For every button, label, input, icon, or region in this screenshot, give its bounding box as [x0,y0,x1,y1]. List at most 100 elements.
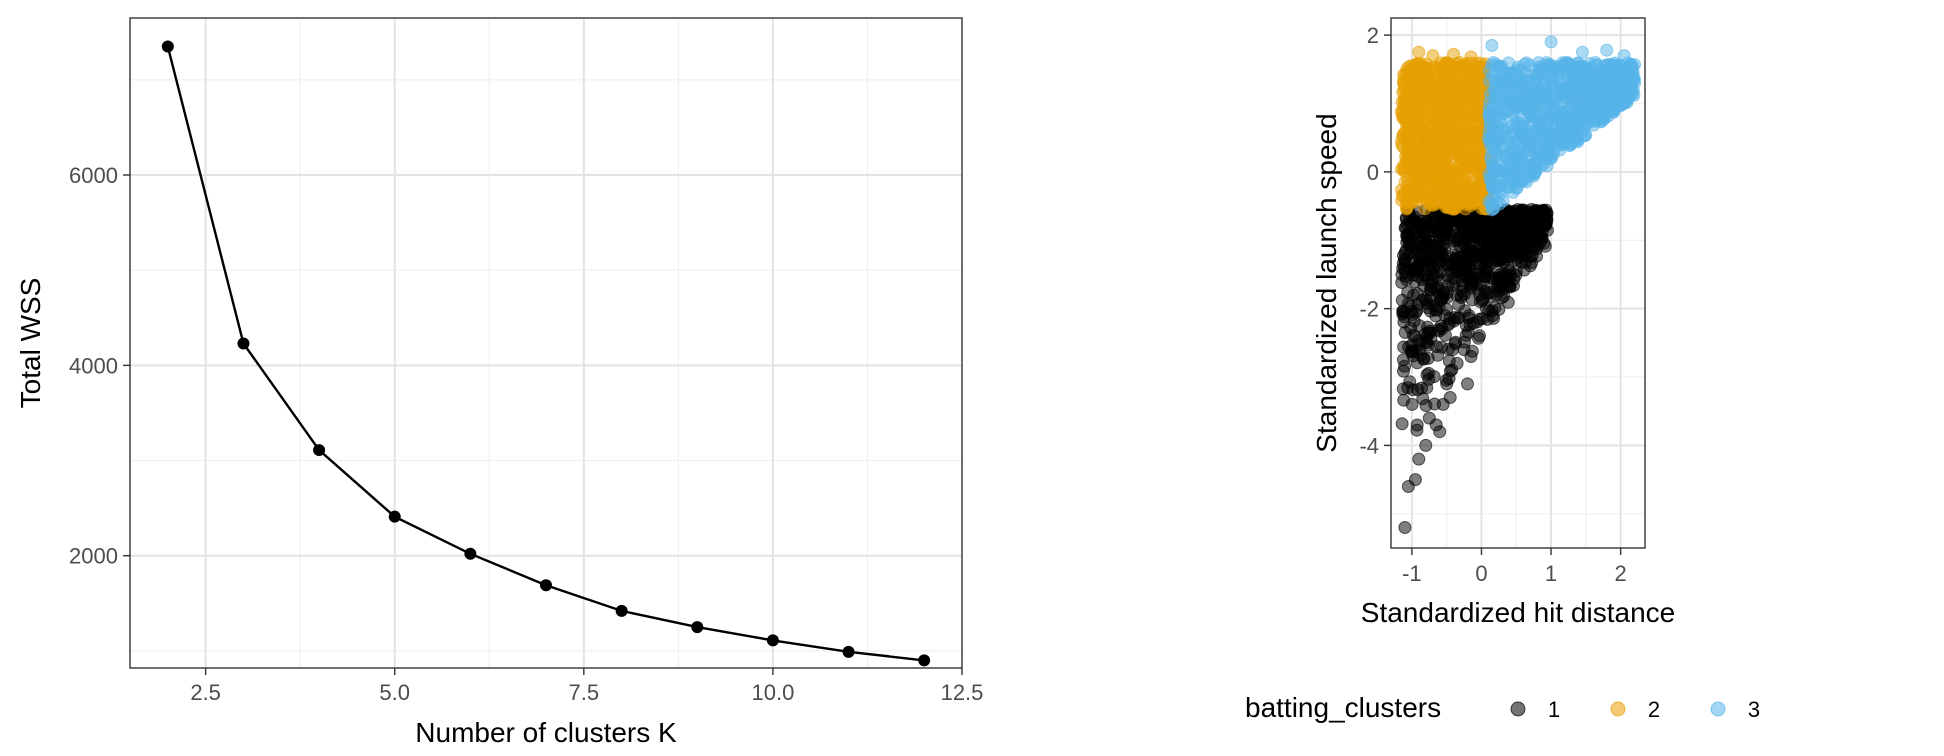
cluster-scatter-plot: -1 0 1 2 -4 -2 0 2 Standardized hit distance S… [1311,17,1675,628]
cluster-1-point [1517,224,1531,238]
cluster-1-point [1509,268,1523,282]
cluster-3-point [1539,144,1553,158]
elbow-panel-background [130,18,962,668]
elbow-x-tick-label: 7.5 [569,680,600,705]
cluster-2-point [1429,173,1443,187]
cluster-2-point [1440,62,1454,76]
cluster-3-point [1617,49,1631,63]
cluster-1-point [1465,293,1479,307]
elbow-x-tick-label: 2.5 [190,680,221,705]
cluster-1-point [1535,232,1549,246]
cluster-2-point [1412,45,1426,59]
legend-label-1: 1 [1548,697,1560,722]
cluster-1-point [1503,250,1517,264]
cluster-3-point [1583,57,1596,70]
cluster-3-point [1607,98,1621,111]
cluster-3-point [1579,80,1593,94]
cluster-3-point [1494,95,1508,109]
cluster-3-point [1575,45,1589,59]
cluster-3-point [1624,59,1638,73]
cluster-1-point [1461,377,1474,391]
cluster-3-point [1627,89,1641,102]
cluster-1-point [1419,438,1433,452]
cluster-1-point [1412,319,1426,333]
elbow-x-tick-label: 10.0 [751,680,794,705]
cluster-1-point [1401,381,1415,395]
cluster-1-point [1464,267,1478,281]
cluster-3-point [1520,75,1534,88]
cluster-3-point [1570,132,1584,146]
scatter-points [1395,35,1642,534]
scatter-x-tick-label: 2 [1615,561,1627,586]
cluster-1-point [1458,304,1472,318]
cluster-1-point [1450,264,1464,277]
elbow-point [766,634,779,647]
cluster-1-point [1493,213,1507,227]
cluster-2-point [1461,177,1475,191]
cluster-1-point [1481,220,1495,234]
cluster-3-point [1561,69,1575,83]
cluster-1-point [1450,356,1464,370]
legend-label-3: 3 [1748,697,1760,722]
cluster-1-point [1443,391,1457,404]
scatter-y-tick-label: 2 [1367,23,1379,48]
cluster-1-point [1422,372,1436,386]
cluster-2-point [1457,59,1471,73]
cluster-1-point [1472,256,1486,270]
elbow-panel-border [129,17,963,669]
cluster-1-point [1464,350,1478,363]
cluster-3-point [1548,127,1562,141]
cluster-1-point [1415,381,1428,395]
elbow-x-tick-label: 12.5 [941,680,984,705]
cluster-3-point [1566,84,1580,98]
cluster-1-point [1502,280,1516,294]
legend: batting_clusters 1 2 3 [1245,692,1760,723]
cluster-2-point [1416,64,1430,78]
cluster-1-point [1501,225,1515,239]
cluster-3-point [1497,149,1511,163]
elbow-x-axis-title: Number of clusters K [415,717,677,748]
cluster-3-point [1556,135,1570,149]
cluster-1-point [1480,244,1494,258]
cluster-1-point [1431,348,1445,362]
elbow-point [918,654,931,667]
cluster-1-point [1461,325,1475,339]
cluster-1-point [1398,521,1412,534]
cluster-2-point [1401,177,1415,191]
elbow-point [161,40,174,53]
cluster-1-point [1485,304,1499,318]
elbow-point [691,621,704,634]
cluster-2-point [1454,149,1468,163]
cluster-2-point [1455,128,1469,142]
cluster-3-point [1527,100,1541,114]
cluster-1-point [1472,331,1485,345]
scatter-y-tick-label: -4 [1359,433,1379,458]
cluster-2-point [1464,50,1478,64]
cluster-1-point [1422,338,1436,352]
scatter-x-tick-label: 0 [1475,561,1487,586]
elbow-y-tick-label: 4000 [69,353,118,378]
cluster-3-point [1542,59,1556,73]
cluster-3-point [1544,35,1558,49]
cluster-3-point [1600,43,1614,57]
cluster-1-point [1466,223,1480,237]
cluster-2-point [1437,103,1451,117]
cluster-2-point [1466,191,1480,205]
cluster-2-point [1470,157,1484,171]
elbow-x-axis: 2.5 5.0 7.5 10.0 12.5 [190,668,983,705]
scatter-x-tick-label: 1 [1545,561,1557,586]
cluster-1-point [1440,377,1454,391]
cluster-1-point [1484,271,1498,284]
elbow-x-tick-label: 5.0 [379,680,410,705]
cluster-3-point [1593,64,1607,77]
cluster-1-point [1435,322,1449,336]
cluster-2-point [1424,105,1438,119]
cluster-1-point [1406,268,1420,282]
cluster-3-point [1483,111,1497,125]
scatter-y-tick-label: -2 [1359,297,1379,322]
cluster-1-point [1422,411,1436,425]
elbow-y-axis-title: Total WSS [15,278,46,409]
legend-key-2 [1610,701,1626,717]
cluster-1-point [1400,217,1414,231]
